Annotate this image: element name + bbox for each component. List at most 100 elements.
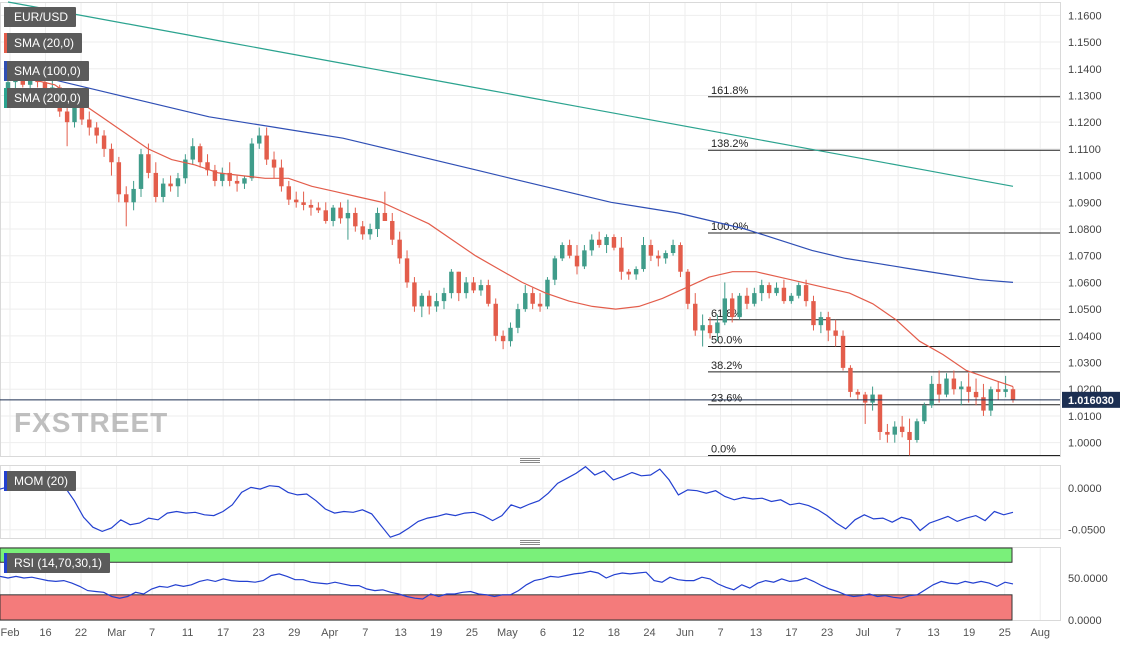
x-tick-label: 25 — [999, 627, 1011, 639]
fib-level-label: 23.6% — [711, 393, 742, 405]
candle — [116, 156, 122, 203]
candle — [567, 239, 572, 259]
candle-body — [227, 172, 232, 181]
legend-sma-100[interactable]: SMA (100,0) — [4, 61, 89, 81]
candle — [382, 191, 388, 221]
x-tick-label: Aug — [1030, 627, 1050, 639]
candle — [109, 143, 114, 176]
legend-sma-100-label: SMA (100,0) — [14, 64, 81, 78]
candle-body — [914, 421, 920, 440]
candle — [929, 375, 934, 408]
candle-body — [257, 135, 262, 144]
candle — [862, 391, 868, 424]
candle-body — [996, 389, 1001, 392]
candle-body — [633, 269, 639, 275]
candle — [94, 122, 99, 144]
candle-body — [641, 245, 646, 270]
x-tick-label: 13 — [928, 627, 940, 639]
x-tick-label: 12 — [572, 627, 584, 639]
candle-body — [840, 335, 846, 368]
candle-body — [323, 210, 328, 221]
x-tick-label: 13 — [395, 627, 407, 639]
candle-body — [463, 282, 469, 294]
candle — [737, 293, 742, 320]
candle — [486, 279, 491, 307]
y-tick-label: 1.0000 — [1068, 438, 1102, 450]
candle-body — [146, 154, 151, 173]
candle-body — [338, 207, 343, 219]
candle — [124, 186, 129, 227]
candle-body — [523, 293, 528, 310]
fib-level-label: 50.0% — [711, 335, 742, 347]
candle-body — [796, 285, 801, 296]
candle-body — [781, 287, 787, 302]
candle-body — [441, 293, 447, 302]
candle-body — [449, 271, 454, 294]
candle — [759, 279, 764, 302]
y-tick-label: 1.0100 — [1068, 411, 1102, 423]
pane-resize-handle-main[interactable] — [520, 458, 540, 463]
y-tick-label: 1.0900 — [1068, 197, 1102, 209]
candle-body — [316, 207, 321, 211]
watermark-logo: FXSTREET — [14, 407, 168, 438]
legend-mom[interactable]: MOM (20) — [4, 471, 76, 491]
candle-body — [737, 295, 742, 318]
fib-level-label: 100.0% — [711, 221, 749, 233]
candle-body — [456, 271, 461, 294]
candle-body — [604, 237, 609, 246]
candle-body — [109, 148, 114, 163]
candle — [404, 250, 410, 288]
candle-body — [27, 79, 33, 85]
mom-y-tick-label: 0.0000 — [1068, 483, 1102, 495]
candle-body — [892, 426, 897, 435]
y-tick-label: 1.0300 — [1068, 358, 1102, 370]
candle — [449, 269, 454, 299]
legend-sma-20[interactable]: SMA (20,0) — [4, 33, 83, 53]
candle — [153, 162, 159, 203]
candle-body — [589, 239, 595, 251]
x-tick-label: Jun — [676, 627, 694, 639]
candle — [456, 271, 461, 302]
candle-body — [862, 394, 868, 403]
candle — [604, 234, 609, 254]
legend-sma-200[interactable]: SMA (200,0) — [4, 88, 89, 108]
candle — [523, 285, 528, 312]
candle-body — [301, 202, 306, 205]
sma-20-line — [7, 76, 1014, 388]
candle — [877, 394, 883, 440]
pane-frame-rsi — [0, 547, 1061, 621]
candle-body — [922, 405, 927, 422]
candle-body — [124, 194, 129, 203]
candle — [419, 293, 425, 318]
legend-rsi[interactable]: RSI (14,70,30,1) — [4, 553, 111, 573]
candle — [848, 365, 853, 398]
pane-resize-handle-mom[interactable] — [520, 540, 540, 545]
candle — [234, 175, 240, 192]
candle-body — [264, 135, 269, 160]
y-tick-label: 1.1000 — [1068, 171, 1102, 183]
candle — [138, 148, 144, 197]
current-price-tag — [1062, 391, 1120, 408]
candle-body — [803, 285, 809, 302]
candle — [596, 231, 602, 248]
candle — [670, 239, 676, 256]
candle — [685, 269, 691, 310]
candle-body — [626, 271, 631, 275]
candle — [1003, 375, 1008, 398]
candle — [833, 319, 838, 347]
candle — [899, 415, 905, 438]
sma-100-line — [7, 68, 1014, 283]
y-tick-label: 1.1100 — [1068, 144, 1101, 156]
candle-body — [345, 212, 351, 219]
candle — [353, 207, 358, 232]
y-tick-label: 1.1200 — [1068, 117, 1102, 129]
candle-body — [729, 298, 735, 318]
candle-body — [700, 325, 705, 331]
candle — [811, 295, 816, 331]
legend-symbol[interactable]: EUR/USD — [4, 7, 77, 27]
candle — [530, 287, 535, 310]
y-tick-label: 1.0600 — [1068, 277, 1102, 289]
rsi-line — [0, 570, 1014, 600]
legend-sma-20-label: SMA (20,0) — [14, 36, 75, 50]
